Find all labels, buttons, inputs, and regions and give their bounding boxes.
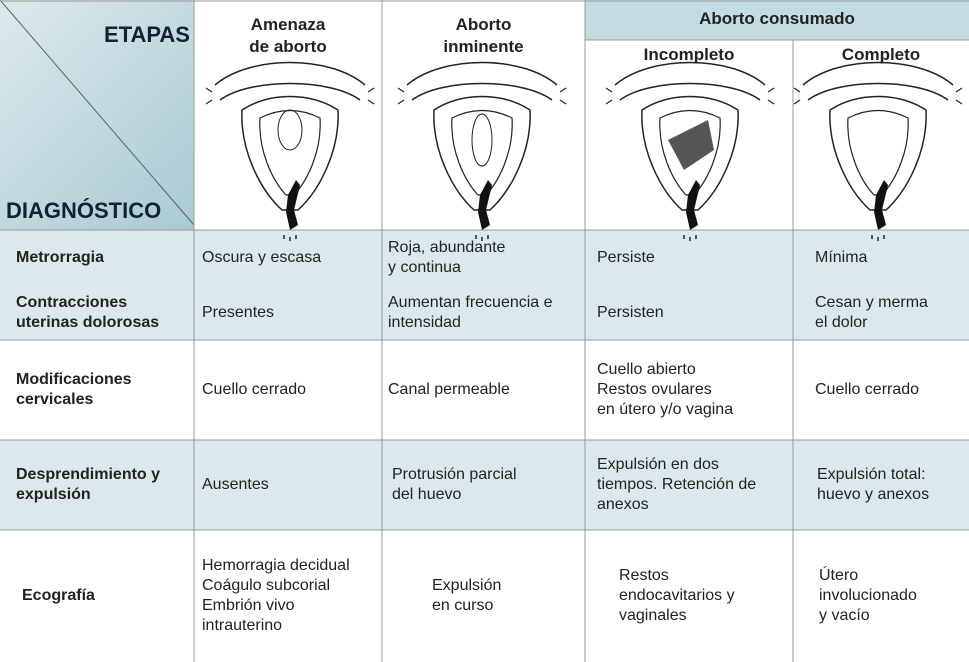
cell: Persisten bbox=[597, 303, 664, 321]
row-label: Ecografía bbox=[22, 587, 95, 604]
cell: Hemorragia decidual Coágulo subcorial Em… bbox=[202, 557, 350, 634]
cell: Aumentan frecuencia e intensidad bbox=[388, 293, 553, 331]
row-label: Modificaciones cervicales bbox=[16, 371, 132, 408]
cell: Mínima bbox=[815, 248, 868, 266]
row-band bbox=[0, 440, 969, 530]
cell: Persiste bbox=[597, 248, 655, 266]
cell: Ausentes bbox=[202, 476, 269, 493]
cell: Presentes bbox=[202, 303, 275, 321]
row-label: Metrorragia bbox=[16, 248, 105, 266]
cell: Cesan y merma el dolor bbox=[815, 293, 928, 331]
cell: Roja, abundante y continua bbox=[388, 238, 506, 276]
column-header: Incompleto bbox=[643, 45, 735, 64]
cell: Canal permeable bbox=[388, 381, 510, 398]
group-header: Aborto consumado bbox=[699, 9, 855, 28]
cell: Expulsión total: huevo y anexos bbox=[817, 466, 930, 503]
column-header: Completo bbox=[841, 45, 921, 64]
cell: Cuello cerrado bbox=[202, 381, 307, 398]
cell: Cuello abierto Restos ovulares en útero … bbox=[597, 361, 734, 418]
cell: Restos endocavitarios y vaginales bbox=[619, 567, 735, 624]
diagnostico: DIAGNÓSTICO bbox=[6, 198, 162, 223]
column-header: Aborto inminente bbox=[443, 15, 524, 56]
cell: Cuello cerrado bbox=[815, 381, 920, 398]
row-label: Desprendimiento y expulsión bbox=[16, 466, 161, 503]
cell: Oscura y escasa bbox=[202, 248, 322, 266]
cell: Expulsión en dos tiempos. Retención de a… bbox=[597, 456, 757, 513]
group-header-bg bbox=[585, 0, 969, 40]
corner-cell bbox=[0, 0, 194, 230]
cell: Protrusión parcial del huevo bbox=[392, 466, 517, 503]
row-label: Contracciones uterinas dolorosas bbox=[16, 293, 160, 331]
column-header: Amenaza de aborto bbox=[249, 15, 327, 56]
etapas: ETAPAS bbox=[104, 22, 190, 47]
cell: Útero involucionado y vacío bbox=[819, 567, 917, 624]
cell: Expulsión en curso bbox=[432, 577, 502, 614]
row-band bbox=[0, 230, 969, 340]
